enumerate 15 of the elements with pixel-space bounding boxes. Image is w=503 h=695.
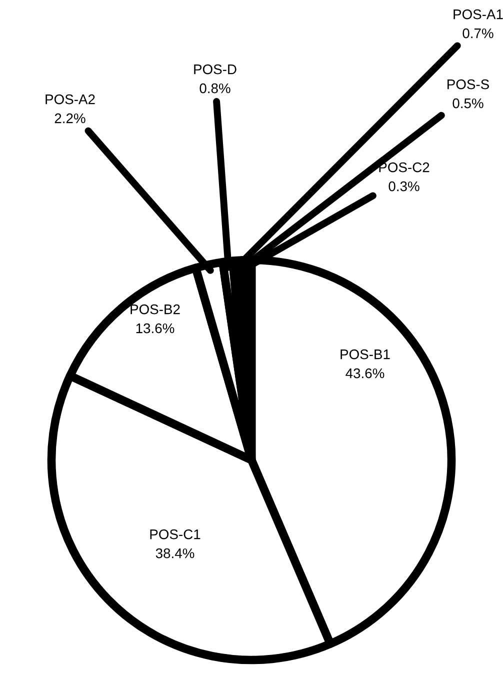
slice-label: POS-C1 [150,529,200,540]
slice-label: POS-A1 [454,9,503,20]
data-label: 13.6% [136,323,174,334]
slice-label: POS-A2 [46,94,95,104]
data-label: 0.5% [452,98,484,108]
data-label: 0.8% [200,83,230,94]
slice-label: POS-B1 [340,349,390,360]
data-label: 0.7% [462,28,494,38]
slice-label: POS-S [448,79,489,90]
data-label: 0.3% [388,181,420,192]
data-label: 2.2% [54,113,86,124]
data-label: 38.4% [156,548,194,558]
slice-label: POS-D [194,64,236,74]
slice-label: POS-B2 [130,304,180,314]
data-label: 43.6% [346,368,384,378]
